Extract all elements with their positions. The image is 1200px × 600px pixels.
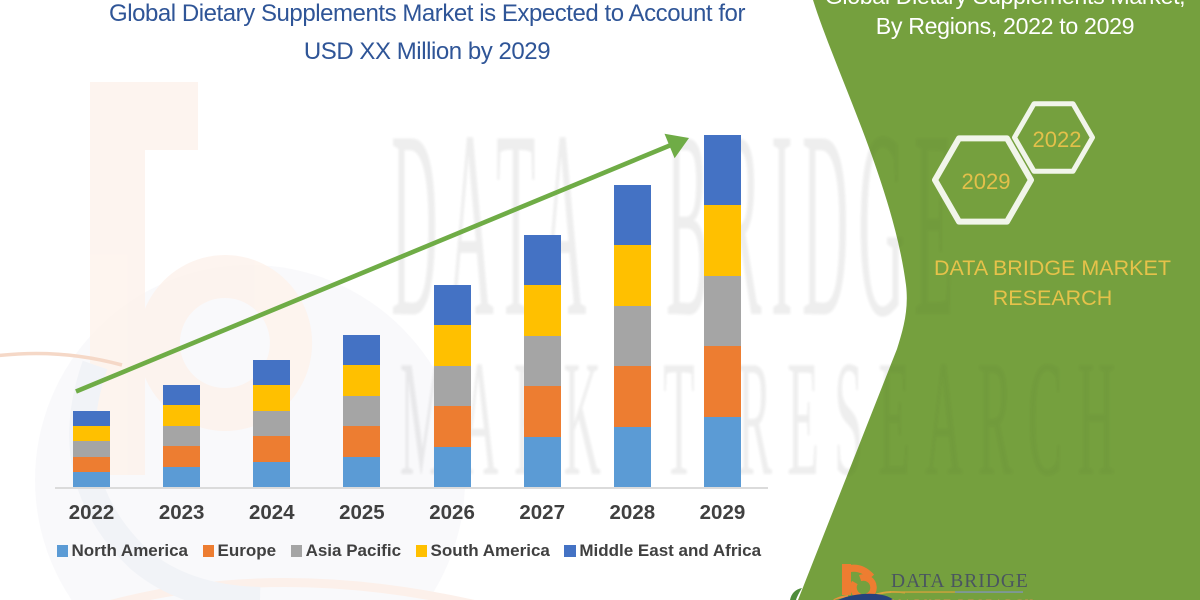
svg-text:DATA BRIDGE: DATA BRIDGE [891,571,1029,592]
svg-text:MARKET RESEARCH: MARKET RESEARCH [891,598,1035,600]
svg-text:MARKET RESEARCH: MARKET RESEARCH [400,325,1130,510]
svg-text:2022: 2022 [1033,127,1082,152]
svg-text:2029: 2029 [962,169,1011,194]
